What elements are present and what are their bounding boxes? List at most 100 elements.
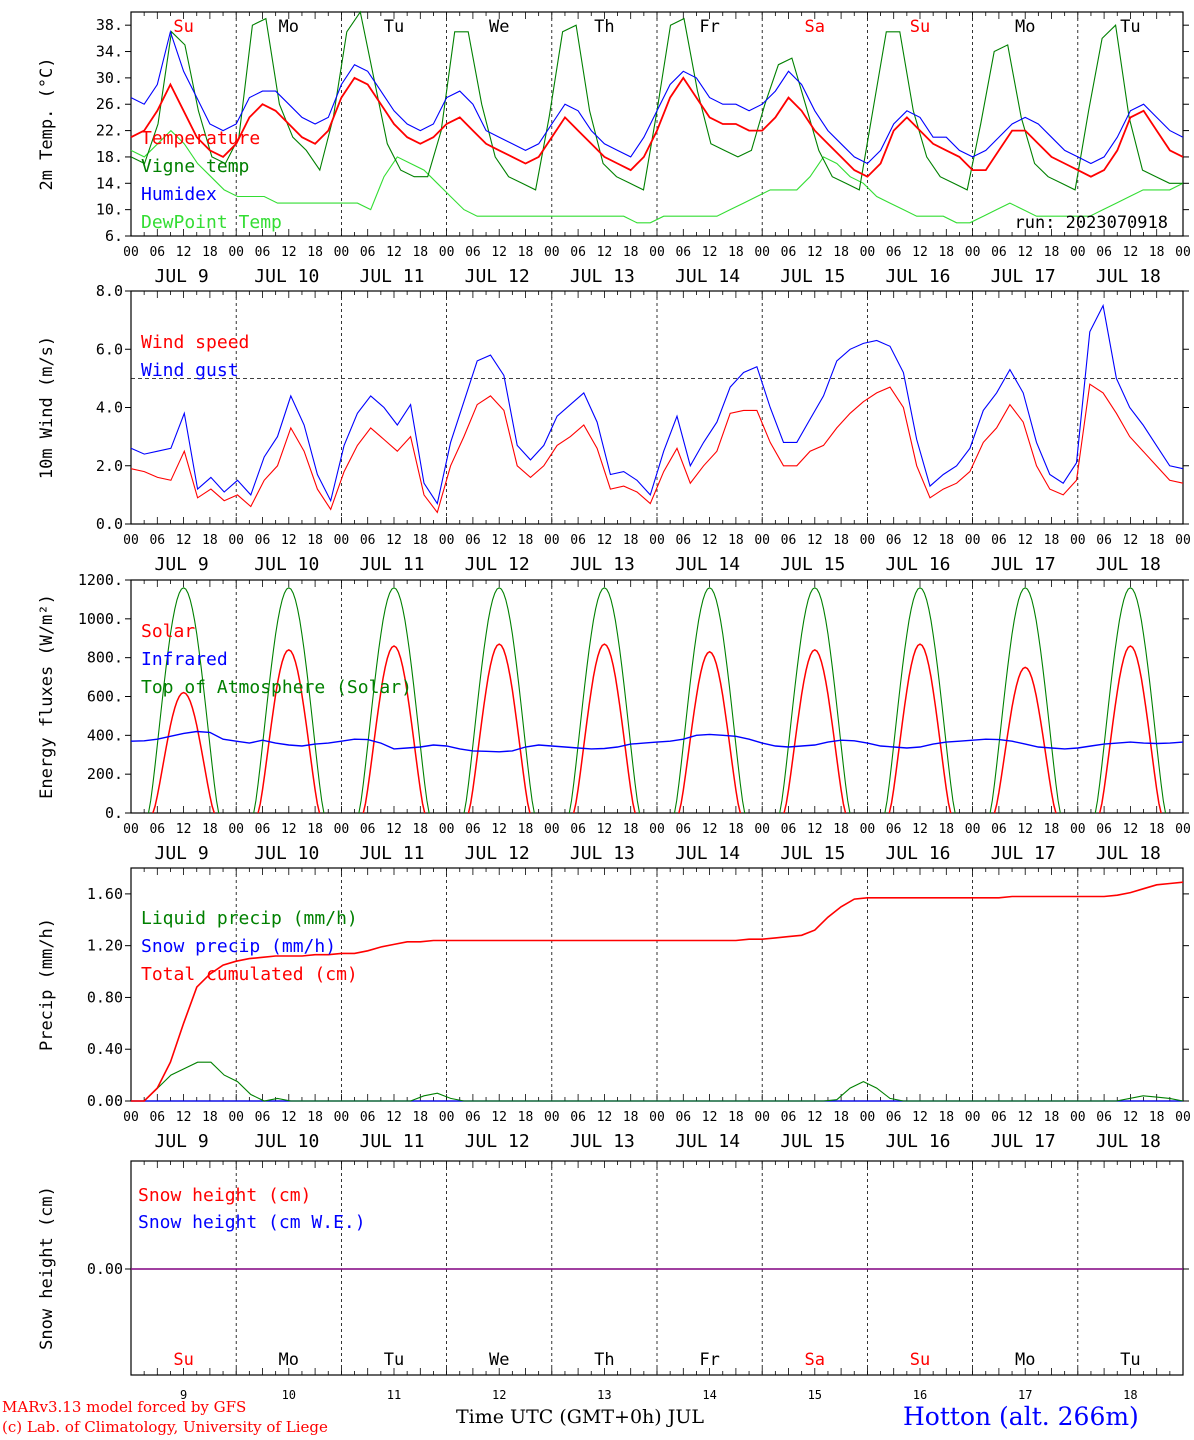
- y-tick-label: 10.: [96, 201, 123, 219]
- hour-tick-label: 06: [360, 1110, 376, 1125]
- hour-tick-label: 18: [412, 245, 428, 260]
- hour-tick-label: 18: [202, 245, 218, 260]
- hour-tick-label: 00: [754, 245, 770, 260]
- hour-tick-label: 18: [833, 1110, 849, 1125]
- hour-tick-label: 06: [149, 1110, 165, 1125]
- hour-tick-label: 18: [412, 822, 428, 837]
- hour-tick-label: 18: [202, 533, 218, 548]
- hour-tick-label: 12: [281, 245, 297, 260]
- hour-tick-label: 00: [544, 822, 560, 837]
- hour-tick-label: 06: [360, 822, 376, 837]
- hour-tick-label: 00: [649, 533, 665, 548]
- panel-1-ylabel: 2m Temp. (°C): [37, 57, 57, 190]
- hour-tick-label: 00: [544, 245, 560, 260]
- day-label: JUL 12: [465, 266, 530, 287]
- hour-tick-label: 00: [965, 822, 981, 837]
- hour-tick-label: 12: [281, 822, 297, 837]
- hour-tick-label: 12: [1017, 245, 1033, 260]
- hour-tick-label: 12: [807, 245, 823, 260]
- y-tick-label: 30.: [96, 69, 123, 87]
- legend-entry: Wind gust: [141, 360, 239, 381]
- y-tick-label: 4.0: [96, 399, 123, 417]
- day-label: JUL 18: [1096, 1131, 1161, 1152]
- hour-tick-label: 18: [518, 245, 534, 260]
- weekday-label: We: [489, 17, 509, 37]
- legend-entry: Liquid precip (mm/h): [141, 908, 358, 929]
- hour-tick-label: 00: [1175, 822, 1191, 837]
- hour-tick-label: 06: [675, 533, 691, 548]
- hour-tick-label: 18: [1044, 533, 1060, 548]
- hour-tick-label: 06: [570, 822, 586, 837]
- y-tick-label: 18.: [96, 148, 123, 166]
- legend-entry: Temperature: [141, 128, 260, 149]
- hour-tick-label: 18: [518, 1110, 534, 1125]
- hour-tick-label: 00: [754, 1110, 770, 1125]
- day-number-label: 14: [702, 1388, 716, 1402]
- hour-tick-label: 12: [702, 533, 718, 548]
- hour-tick-label: 12: [912, 1110, 928, 1125]
- y-tick-label: 600.: [87, 688, 123, 706]
- day-label: JUL 15: [780, 266, 845, 287]
- hour-tick-label: 00: [860, 1110, 876, 1125]
- hour-tick-label: 18: [202, 1110, 218, 1125]
- hour-tick-label: 12: [386, 1110, 402, 1125]
- hour-tick-label: 06: [991, 533, 1007, 548]
- day-label: JUL 11: [359, 554, 424, 575]
- y-tick-label: 0.00: [87, 1092, 123, 1110]
- day-number-label: 10: [282, 1388, 296, 1402]
- hour-tick-label: 12: [491, 1110, 507, 1125]
- hour-tick-label: 12: [912, 822, 928, 837]
- y-tick-label: 2.0: [96, 457, 123, 475]
- hour-tick-label: 12: [1123, 533, 1139, 548]
- hour-tick-label: 18: [623, 245, 639, 260]
- weekday-label: Su: [173, 1350, 193, 1370]
- hour-tick-label: 12: [1017, 822, 1033, 837]
- hour-tick-label: 06: [255, 245, 271, 260]
- hour-tick-label: 18: [728, 1110, 744, 1125]
- hour-tick-label: 06: [781, 1110, 797, 1125]
- hour-tick-label: 18: [1149, 245, 1165, 260]
- legend-entry: Vigne temp: [141, 156, 249, 177]
- hour-tick-label: 12: [491, 245, 507, 260]
- y-tick-label: 800.: [87, 649, 123, 667]
- hour-tick-label: 06: [255, 822, 271, 837]
- hour-tick-label: 06: [465, 533, 481, 548]
- weekday-label: Tu: [1120, 1350, 1140, 1370]
- y-tick-label: 0.80: [87, 988, 123, 1006]
- legend-entry: Infrared: [141, 649, 228, 670]
- hour-tick-label: 12: [702, 822, 718, 837]
- hour-tick-label: 00: [1175, 1110, 1191, 1125]
- y-tick-label: 0.: [105, 804, 123, 822]
- series-line-total-cumulated: [131, 881, 1184, 1102]
- hour-tick-label: 18: [728, 245, 744, 260]
- day-label: JUL 12: [465, 554, 530, 575]
- day-label: JUL 10: [254, 1131, 319, 1152]
- hour-tick-label: 06: [991, 822, 1007, 837]
- weekday-label: Fr: [699, 1350, 719, 1370]
- day-number-label: 11: [387, 1388, 401, 1402]
- hour-tick-label: 06: [781, 245, 797, 260]
- y-tick-label: 1.20: [87, 937, 123, 955]
- day-label: JUL 10: [254, 266, 319, 287]
- hour-tick-label: 00: [1175, 245, 1191, 260]
- hour-tick-label: 00: [754, 533, 770, 548]
- weekday-label: Th: [594, 17, 614, 37]
- series-line-temperature: [130, 76, 1184, 178]
- hour-tick-label: 18: [1044, 245, 1060, 260]
- hour-tick-label: 00: [860, 245, 876, 260]
- hour-tick-label: 00: [123, 245, 139, 260]
- day-number-label: 16: [913, 1388, 927, 1402]
- day-label: JUL 17: [991, 843, 1056, 864]
- day-label: JUL 16: [885, 266, 950, 287]
- hour-tick-label: 00: [1175, 533, 1191, 548]
- run-annotation: run: 2023070918: [1014, 213, 1168, 233]
- day-label: JUL 13: [570, 266, 635, 287]
- hour-tick-label: 00: [860, 533, 876, 548]
- day-label: JUL 15: [780, 554, 845, 575]
- hour-tick-label: 12: [807, 822, 823, 837]
- day-label: JUL 14: [675, 554, 740, 575]
- hour-tick-label: 12: [386, 245, 402, 260]
- hour-tick-label: 18: [1149, 1110, 1165, 1125]
- hour-tick-label: 00: [439, 1110, 455, 1125]
